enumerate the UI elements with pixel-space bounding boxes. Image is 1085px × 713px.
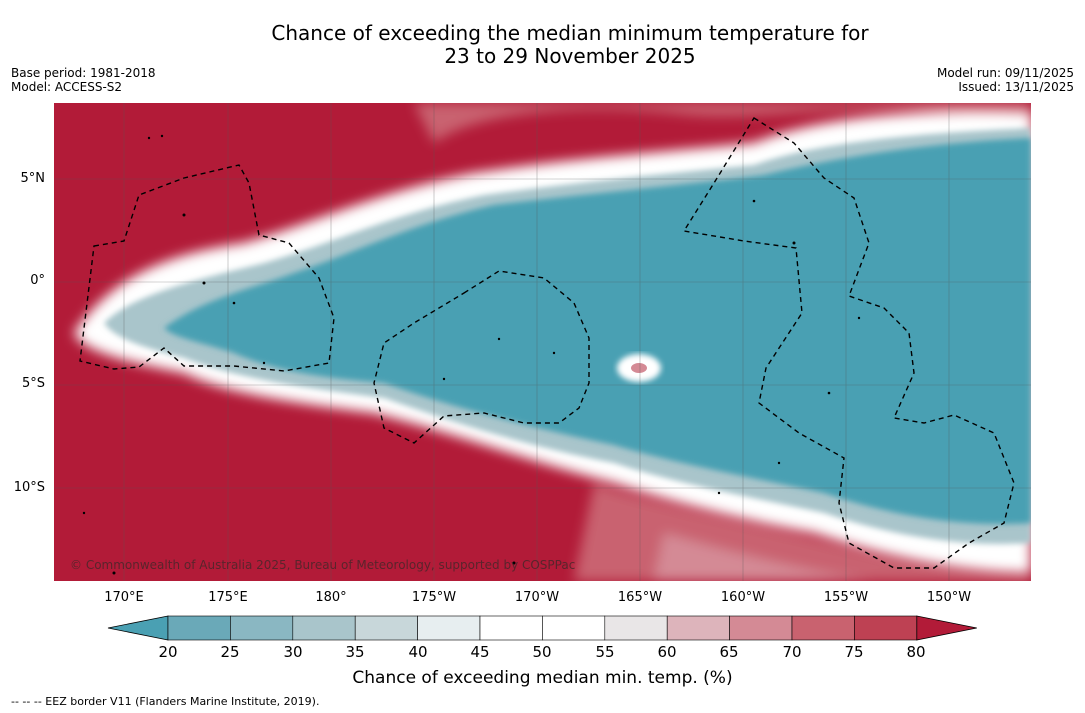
eez-borders <box>79 117 1015 569</box>
colorbar-tick-80: 80 <box>906 643 926 661</box>
base-period: Base period: 1981-2018 <box>11 66 156 80</box>
colorbar-tick-60: 60 <box>657 643 677 661</box>
colorbar-tick-75: 75 <box>844 643 864 661</box>
colorbar-segment <box>292 615 356 641</box>
map-title: Chance of exceeding the median minimum t… <box>0 22 1085 68</box>
lon-label-170e: 170°E <box>104 590 144 605</box>
colorbar-segments <box>107 615 977 641</box>
meta-left: Base period: 1981-2018 Model: ACCESS-S2 <box>11 66 156 94</box>
eez-legend-note: -- -- -- EEZ border V11 (Flanders Marine… <box>11 695 320 708</box>
lon-label-175e: 175°E <box>208 590 248 605</box>
lon-label-155w: 155°W <box>823 590 869 605</box>
model-name: Model: ACCESS-S2 <box>11 80 123 94</box>
title-line-2: 23 to 29 November 2025 <box>444 44 696 68</box>
colorbar-segment <box>854 615 918 641</box>
colorbar-tick-25: 25 <box>220 643 240 661</box>
cool-region <box>164 138 1031 524</box>
graticule <box>54 103 1031 581</box>
colorbar-segment <box>604 615 668 641</box>
colorbar-tick-55: 55 <box>595 643 615 661</box>
colorbar-tick-65: 65 <box>719 643 739 661</box>
probability-map <box>54 103 1031 581</box>
lat-label-5n: 5°N <box>20 171 46 186</box>
colorbar-label: Chance of exceeding median min. temp. (%… <box>352 668 733 688</box>
lon-label-175w: 175°W <box>411 590 457 605</box>
colorbar-segment <box>354 615 418 641</box>
lon-label-165w: 165°W <box>617 590 663 605</box>
colorbar-segment <box>666 615 730 641</box>
colorbar-segment <box>479 615 543 641</box>
colorbar-segment <box>542 615 606 641</box>
colorbar-tick-50: 50 <box>532 643 552 661</box>
islands <box>82 134 861 575</box>
colorbar-segment <box>167 615 231 641</box>
lon-label-170w: 170°W <box>514 590 560 605</box>
lon-label-160w: 160°W <box>720 590 766 605</box>
colorbar-tick-20: 20 <box>158 643 178 661</box>
lon-label-180: 180° <box>315 590 347 605</box>
warm-pocket-core <box>631 363 647 373</box>
lat-label-10s: 10°S <box>13 480 45 495</box>
colorbar-tick-70: 70 <box>782 643 802 661</box>
issued-date: Issued: 13/11/2025 <box>958 80 1074 94</box>
colorbar-tick-30: 30 <box>283 643 303 661</box>
colorbar-extend-high <box>916 615 977 641</box>
colorbar-segment <box>230 615 294 641</box>
lat-label-0: 0° <box>30 273 45 288</box>
copyright-notice: © Commonwealth of Australia 2025, Bureau… <box>70 558 576 572</box>
lat-label-5s: 5°S <box>21 376 45 391</box>
colorbar-segment <box>791 615 855 641</box>
colorbar-tick-35: 35 <box>345 643 365 661</box>
colorbar-segment <box>729 615 793 641</box>
colorbar-extend-low <box>107 615 169 641</box>
colorbar <box>107 615 977 641</box>
colorbar-tick-40: 40 <box>408 643 428 661</box>
lon-label-150w: 150°W <box>926 590 972 605</box>
meta-right: Model run: 09/11/2025 Issued: 13/11/2025 <box>937 66 1074 94</box>
model-run: Model run: 09/11/2025 <box>936 66 1074 80</box>
title-line-1: Chance of exceeding the median minimum t… <box>271 21 869 45</box>
colorbar-segment <box>417 615 481 641</box>
colorbar-tick-45: 45 <box>470 643 490 661</box>
